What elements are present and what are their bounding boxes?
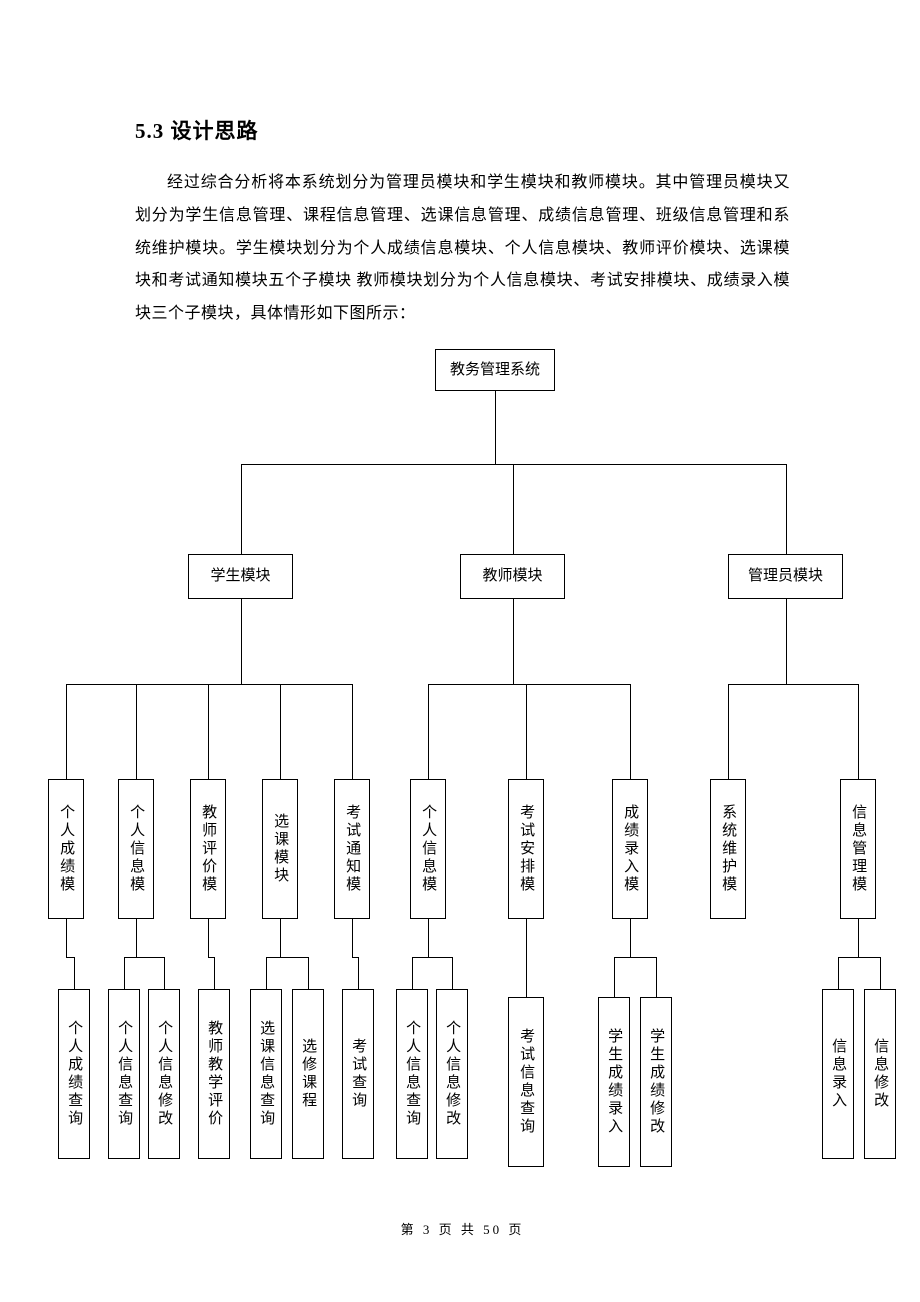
connector-v — [280, 919, 281, 957]
tree-node: 个人信息模 — [410, 779, 446, 919]
connector-v — [656, 957, 657, 997]
connector-v — [280, 684, 281, 779]
connector-v — [136, 919, 137, 957]
tree-node: 考试通知模 — [334, 779, 370, 919]
connector-v — [786, 599, 787, 684]
connector-v — [214, 957, 215, 989]
connector-v — [352, 919, 353, 957]
connector-v — [513, 599, 514, 684]
tree-node: 教师教学评价 — [198, 989, 230, 1159]
module-tree-diagram: 教务管理系统学生模块教师模块管理员模块个人成绩模个人信息模教师评价模选课模块考试… — [40, 349, 920, 1229]
tree-node: 个人信息修改 — [148, 989, 180, 1159]
connector-v — [428, 684, 429, 779]
connector-v — [241, 464, 242, 554]
connector-v — [352, 684, 353, 779]
connector-v — [630, 684, 631, 779]
connector-v — [526, 684, 527, 779]
connector-v — [66, 684, 67, 779]
connector-h — [428, 684, 630, 685]
connector-v — [526, 919, 527, 957]
connector-v — [495, 391, 496, 464]
connector-v — [630, 919, 631, 957]
tree-node: 选课模块 — [262, 779, 298, 919]
connector-v — [838, 957, 839, 989]
connector-v — [513, 464, 514, 554]
connector-v — [241, 599, 242, 684]
tree-node: 个人信息修改 — [436, 989, 468, 1159]
connector-v — [786, 464, 787, 554]
connector-v — [412, 957, 413, 989]
tree-node: 选课信息查询 — [250, 989, 282, 1159]
connector-v — [880, 957, 881, 989]
connector-v — [858, 684, 859, 779]
connector-h — [728, 684, 858, 685]
tree-node: 考试安排模 — [508, 779, 544, 919]
tree-node: 学生模块 — [188, 554, 293, 599]
connector-v — [308, 957, 309, 989]
tree-node: 信息录入 — [822, 989, 854, 1159]
section-heading: 5.3 设计思路 — [135, 115, 790, 145]
connector-v — [526, 957, 527, 997]
connector-v — [208, 919, 209, 957]
tree-node: 教师评价模 — [190, 779, 226, 919]
connector-v — [164, 957, 165, 989]
connector-v — [358, 957, 359, 989]
tree-node: 学生成绩修改 — [640, 997, 672, 1167]
tree-node: 系统维护模 — [710, 779, 746, 919]
tree-node: 教务管理系统 — [435, 349, 555, 391]
connector-h — [66, 957, 74, 958]
connector-v — [208, 684, 209, 779]
connector-h — [266, 957, 308, 958]
connector-v — [124, 957, 125, 989]
tree-node: 个人成绩模 — [48, 779, 84, 919]
tree-node: 选修课程 — [292, 989, 324, 1159]
tree-node: 个人信息查询 — [108, 989, 140, 1159]
body-paragraph: 经过综合分析将本系统划分为管理员模块和学生模块和教师模块。其中管理员模块又划分为… — [135, 167, 790, 331]
tree-node: 管理员模块 — [728, 554, 843, 599]
connector-v — [266, 957, 267, 989]
connector-v — [74, 957, 75, 989]
connector-h — [124, 957, 164, 958]
connector-h — [614, 957, 656, 958]
connector-v — [858, 919, 859, 957]
connector-h — [412, 957, 452, 958]
tree-node: 考试查询 — [342, 989, 374, 1159]
tree-node: 信息修改 — [864, 989, 896, 1159]
connector-v — [136, 684, 137, 779]
tree-node: 个人成绩查询 — [58, 989, 90, 1159]
tree-node: 个人信息查询 — [396, 989, 428, 1159]
connector-v — [614, 957, 615, 997]
tree-node: 成绩录入模 — [612, 779, 648, 919]
tree-node: 个人信息模 — [118, 779, 154, 919]
connector-h — [838, 957, 880, 958]
connector-v — [428, 919, 429, 957]
tree-node: 学生成绩录入 — [598, 997, 630, 1167]
tree-node: 信息管理模 — [840, 779, 876, 919]
tree-node: 教师模块 — [460, 554, 565, 599]
connector-v — [66, 919, 67, 957]
connector-v — [728, 684, 729, 779]
connector-v — [452, 957, 453, 989]
tree-node: 考试信息查询 — [508, 997, 544, 1167]
